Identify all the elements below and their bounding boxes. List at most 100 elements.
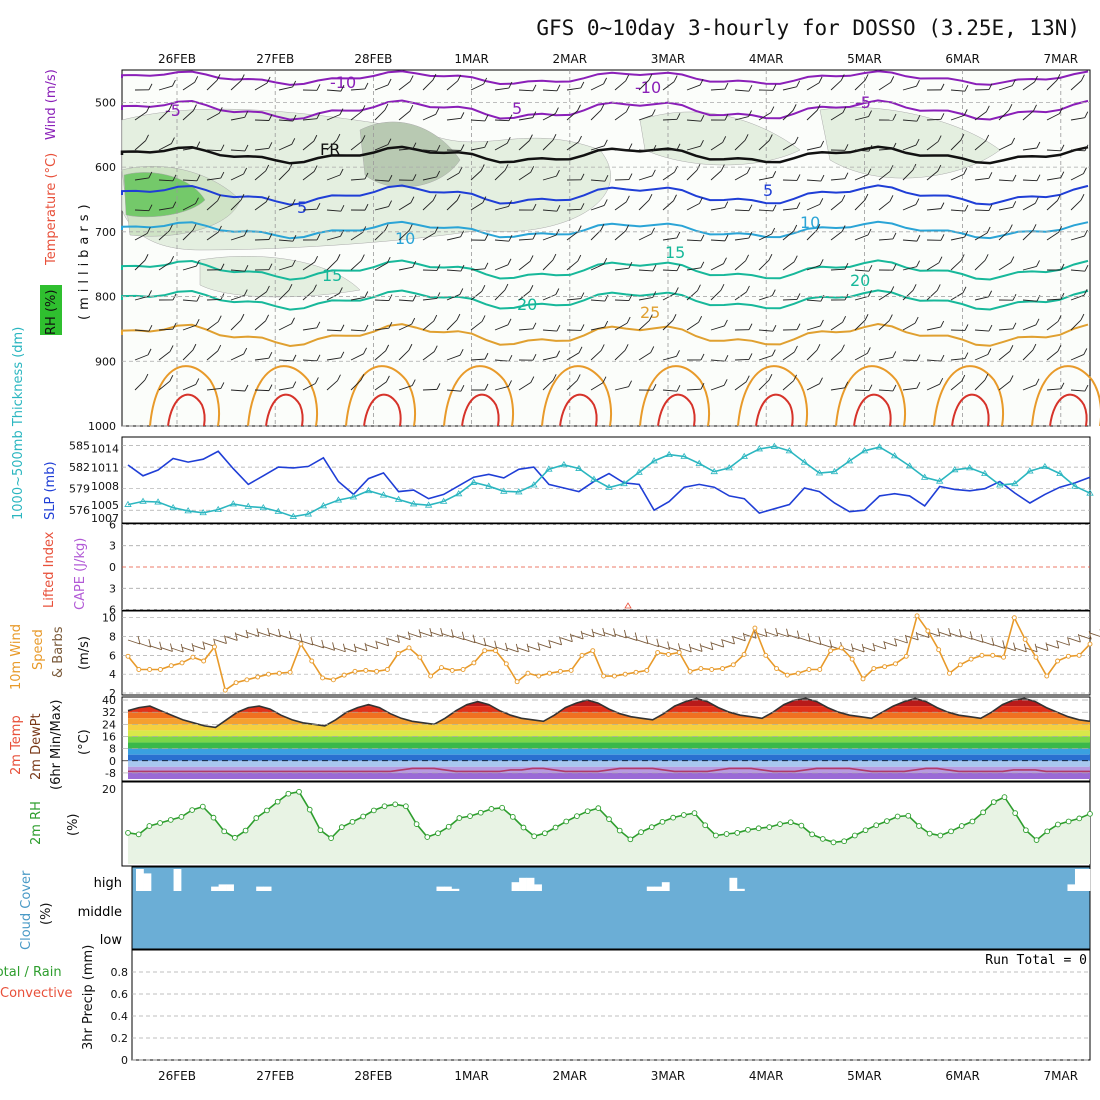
date-axis-top: 26FEB 27FEB 28FEB 1MAR 2MAR 3MAR 4MAR 5MAR 6MAR 7… [158, 52, 1078, 66]
rh2m-series-point [627, 836, 634, 843]
wind-barb [782, 86, 797, 91]
wind10m-barb-flag [678, 643, 681, 652]
wind10m-barb [884, 641, 897, 647]
wind-barb [758, 379, 770, 391]
wind-speed-series-point [482, 648, 488, 654]
wind-barb [1022, 81, 1035, 91]
wind-barb [542, 209, 557, 212]
rh-shading [121, 107, 1001, 298]
wind-barb-flag [265, 195, 270, 202]
wind10m-barb [960, 634, 973, 640]
wind-barb [470, 358, 486, 361]
wind-barb-flag [746, 285, 750, 293]
wind-barb-flag [746, 167, 751, 174]
wind-barb [638, 296, 653, 301]
wind-barb [758, 140, 770, 151]
wind-speed-series-point [763, 652, 769, 658]
wind10m-barb [235, 633, 249, 639]
wind-speed-series-point [903, 653, 909, 659]
wind-barb-flag [1080, 194, 1085, 201]
wind-barbs-upper [134, 73, 1089, 392]
wind10m-barb-flag [559, 636, 562, 645]
wind-barb-flag [292, 354, 297, 362]
wind-barb [230, 389, 245, 392]
wind10m-barb [646, 642, 659, 648]
date-label-bottom: 1MAR [454, 1069, 489, 1083]
wind-speed-series-point [471, 660, 477, 666]
slp-series-point [905, 462, 914, 469]
temp-band [128, 712, 1090, 719]
precip-tick-label: 0.4 [111, 1010, 129, 1023]
cloud-high-bar [263, 886, 272, 891]
wind-barb-flag [963, 109, 968, 116]
wind-barb [494, 87, 509, 91]
wind-speed-series-point [947, 670, 952, 676]
wind10m-barb [279, 634, 292, 640]
wind-barb [758, 259, 770, 271]
wind-barb-flag [266, 76, 271, 84]
wind-barb-flag [460, 112, 465, 119]
wind-barb-flag [364, 291, 369, 298]
wind-barb-flag [820, 319, 824, 327]
precip-convective-label: Convective [0, 986, 73, 1001]
wind-barb [326, 139, 338, 151]
wind-barb [326, 174, 341, 181]
wind-barb [374, 299, 390, 302]
rh-tick-label: 20 [102, 783, 116, 796]
wind10m-barb-flag [569, 633, 573, 642]
wind-barb [902, 85, 917, 91]
wind-barb-flag [484, 114, 489, 122]
wind10m-barb [949, 632, 962, 638]
wind10m-barb-flag [861, 643, 865, 653]
wind10m-barb [289, 637, 303, 643]
rh2m-series-point [798, 822, 805, 829]
slp-series-point [695, 459, 703, 466]
wind10m-barb [1014, 647, 1027, 653]
wind-barb [926, 290, 938, 301]
rh2m-series-point [253, 815, 260, 821]
wind10m-barb [862, 646, 876, 652]
wind10m-barb [127, 639, 141, 645]
cloud-label: Cloud Cover [19, 870, 34, 950]
temp-band [128, 760, 1090, 767]
slp-series-point [635, 468, 643, 475]
wind-barb [686, 84, 701, 91]
wind-barb-flag [340, 84, 345, 92]
wind-barb [686, 203, 700, 211]
wind-barb-flag [673, 75, 678, 82]
wind-barb-flag [625, 105, 630, 113]
wind10m-barb [798, 636, 811, 642]
wind-speed-series-point [579, 652, 585, 658]
wind-barb-flag [771, 289, 776, 296]
wind-barb [446, 319, 458, 331]
wind-barb [302, 140, 315, 151]
wind-barb [1070, 173, 1084, 181]
wind-barb [158, 351, 171, 361]
wind10m-barb [538, 643, 551, 649]
wind-barb [782, 110, 794, 121]
wind-barb-flag [288, 283, 293, 291]
wind-barb [806, 325, 821, 331]
wind10m-barb-flag [461, 631, 465, 640]
wind-barb-flag [964, 204, 969, 212]
wind-barb-flag [580, 173, 585, 181]
wind-barb-flag [532, 84, 537, 92]
wind-barb-flag [1056, 74, 1061, 81]
wind10m-barb [171, 647, 184, 653]
wind-barb [254, 389, 270, 392]
wind-barb [206, 321, 219, 331]
wind-barb-flag [483, 77, 488, 85]
temperature-contour-label: 15 [322, 266, 342, 285]
wind-barb [254, 201, 267, 211]
wind-barb-flag [819, 377, 823, 384]
wind-barb [374, 179, 389, 182]
wind-barb-flag [340, 324, 345, 331]
rh2m-series-point [274, 798, 281, 805]
panel-cloud-frame [131, 866, 1091, 950]
boundary-layer-contour [737, 365, 808, 427]
wind-barb [470, 146, 485, 151]
wind10m-barb [495, 646, 508, 652]
wind-barb [566, 380, 578, 391]
boundary-layer-contour [853, 393, 892, 427]
